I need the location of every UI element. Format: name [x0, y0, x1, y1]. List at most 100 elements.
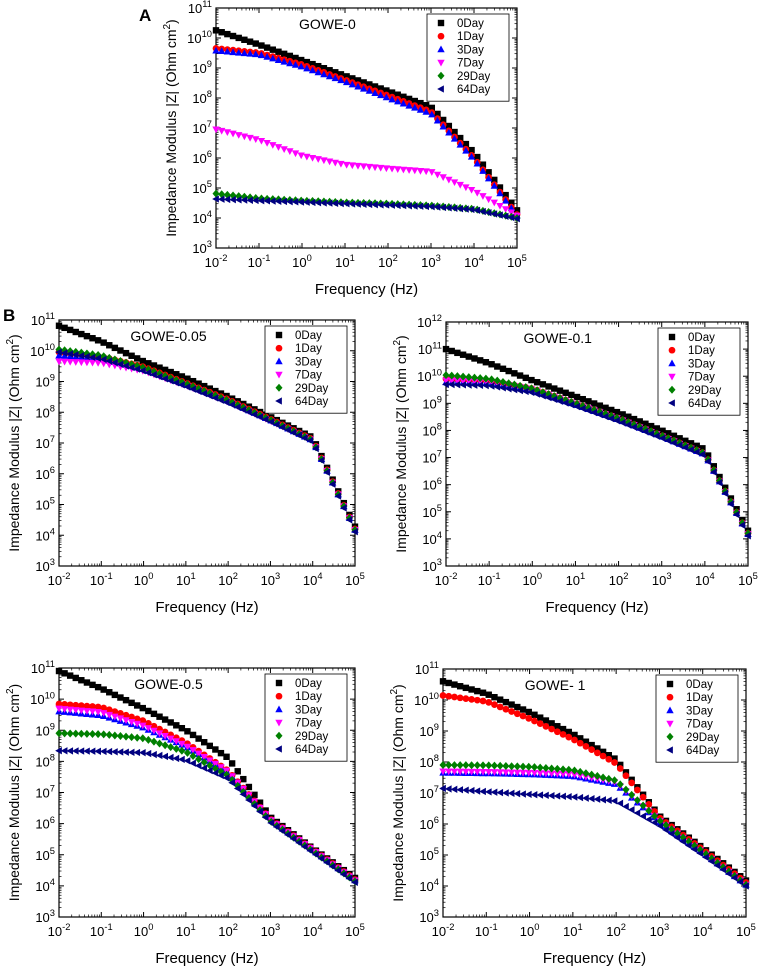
series-3Day [212, 46, 521, 219]
data-point [459, 351, 467, 358]
x-tick-label: 103 [652, 571, 672, 588]
data-point [596, 410, 603, 419]
data-point [200, 389, 208, 398]
legend-marker [668, 346, 676, 354]
series-64Day [439, 784, 749, 890]
data-point [474, 153, 481, 161]
data-point [133, 702, 141, 709]
data-point [172, 738, 180, 745]
chart-title: GOWE-0.05 [130, 328, 206, 344]
data-point [150, 727, 158, 735]
y-tick-label: 108 [419, 753, 439, 770]
data-point [161, 741, 169, 750]
data-point [625, 413, 632, 420]
data-point [647, 430, 655, 438]
data-point [252, 40, 259, 47]
data-point [111, 713, 119, 721]
data-point [217, 127, 226, 135]
data-point [234, 400, 242, 409]
x-tick-label: 101 [176, 571, 196, 588]
legend-marker [275, 331, 283, 339]
data-point [117, 347, 124, 354]
data-point [578, 404, 586, 413]
data-point [473, 206, 481, 214]
data-point [61, 670, 68, 677]
data-point [484, 174, 493, 182]
legend-marker [666, 732, 674, 741]
data-point [502, 705, 510, 713]
legend-label: 0Day [686, 679, 713, 691]
data-point [456, 181, 464, 189]
data-point [519, 706, 527, 713]
data-point [536, 791, 544, 799]
series-group [55, 322, 359, 536]
data-point [325, 158, 334, 166]
data-point [519, 712, 527, 720]
legend-label: 7Day [686, 719, 713, 731]
legend-marker [437, 85, 444, 93]
data-point [599, 752, 607, 760]
data-point [456, 768, 464, 776]
data-point [263, 140, 271, 147]
data-point [89, 703, 96, 710]
data-point [173, 722, 180, 729]
data-point [525, 708, 532, 716]
data-point [519, 790, 526, 798]
data-point [434, 110, 441, 118]
data-point [601, 412, 609, 421]
data-point [644, 815, 652, 824]
data-point [155, 751, 163, 760]
data-point [100, 339, 107, 346]
data-point [422, 102, 430, 109]
data-point [354, 200, 361, 208]
data-point [66, 350, 74, 358]
data-point [295, 838, 303, 847]
data-point [122, 362, 129, 370]
data-point [161, 366, 169, 374]
data-point [641, 427, 649, 436]
data-point [582, 794, 589, 802]
y-tick-label: 106 [35, 815, 55, 832]
data-point [542, 717, 550, 724]
data-point [468, 761, 476, 770]
data-point [639, 793, 647, 801]
data-point [139, 722, 147, 730]
data-point [178, 740, 186, 748]
data-point [496, 211, 503, 219]
data-point [150, 371, 157, 379]
data-point [331, 74, 339, 82]
data-point [303, 153, 311, 161]
chart-gowe-0: 10-2 10-1 100 101 102 103 104 105 103 104 105 106 10… [162, 0, 527, 298]
data-point [570, 793, 578, 801]
series-64Day [55, 348, 358, 536]
data-point [635, 425, 643, 434]
x-tick-label: 104 [464, 253, 484, 270]
data-point [582, 738, 590, 745]
data-point [206, 757, 214, 765]
data-point [269, 142, 277, 149]
data-point [345, 874, 353, 883]
data-point [536, 770, 544, 777]
legend-marker [275, 692, 283, 700]
data-point [183, 383, 191, 391]
data-point [268, 197, 276, 205]
x-tick-label: 10-1 [248, 253, 271, 270]
data-point [167, 735, 175, 743]
data-point [200, 754, 208, 761]
x-tick-label: 10-2 [48, 571, 71, 588]
data-point [269, 46, 276, 53]
data-point [72, 328, 79, 336]
data-point [496, 184, 504, 191]
data-point [559, 765, 567, 774]
data-point [377, 164, 385, 172]
data-point [240, 196, 248, 204]
data-point [376, 201, 384, 209]
data-point [462, 786, 469, 794]
data-point [496, 761, 504, 770]
y-tick-label: 106 [192, 149, 212, 166]
data-point [205, 392, 213, 400]
data-point [106, 689, 113, 696]
data-point [422, 108, 430, 115]
data-point [306, 436, 314, 445]
